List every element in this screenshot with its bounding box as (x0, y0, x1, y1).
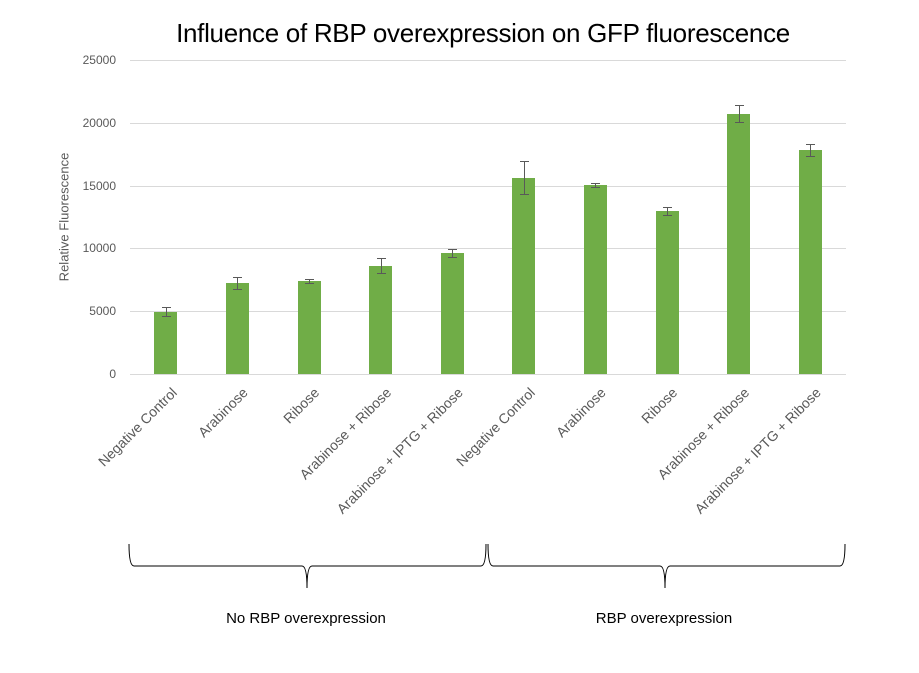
y-tick-label: 25000 (82, 53, 116, 67)
bar (655, 210, 679, 374)
y-tick-label: 5000 (89, 304, 116, 319)
error-bar (380, 258, 382, 274)
bar (154, 311, 178, 374)
gridline (130, 185, 846, 187)
gridline (130, 248, 846, 250)
gridline (130, 311, 846, 313)
gridline (130, 122, 846, 124)
bar (440, 252, 464, 374)
y-tick-label: 15000 (82, 178, 116, 193)
error-bar (738, 105, 740, 123)
error-bar-cap (376, 258, 386, 260)
error-bar-cap (233, 277, 243, 279)
error-bar-cap (233, 288, 243, 290)
bar (798, 149, 822, 374)
bar (369, 265, 393, 374)
gridline (130, 374, 846, 375)
error-bar (237, 277, 239, 289)
error-bar-cap (161, 307, 171, 309)
y-tick-label: 10000 (82, 241, 116, 256)
error-bar-cap (806, 143, 816, 145)
error-bar-cap (734, 122, 744, 124)
group-label-no-rbp: No RBP overexpression (226, 610, 386, 627)
error-bar-cap (305, 278, 314, 280)
bar (727, 113, 751, 374)
error-bar-cap (448, 256, 458, 258)
error-bar (165, 307, 167, 317)
brace-no-rbp (128, 543, 487, 589)
error-bar-cap (663, 214, 672, 216)
y-tick-label: 20000 (82, 115, 116, 130)
brace-rbp (487, 543, 846, 589)
error-bar (667, 207, 668, 215)
error-bar-cap (305, 283, 314, 285)
error-bar-cap (734, 105, 744, 107)
bar (225, 282, 249, 374)
error-bar (309, 278, 310, 284)
error-bar (523, 161, 525, 195)
bar (512, 177, 536, 374)
error-bar-cap (663, 207, 672, 209)
error-bar-cap (519, 194, 529, 196)
bar (297, 280, 321, 374)
error-bar-cap (519, 161, 529, 163)
y-tick-label: 0 (109, 367, 116, 381)
error-bar (810, 143, 812, 156)
error-bar-cap (591, 183, 601, 185)
chart-title: Influence of RBP overexpression on GFP f… (176, 18, 790, 48)
error-bar-cap (376, 273, 386, 275)
bar (583, 184, 607, 374)
gridline (130, 60, 846, 61)
error-bar (452, 249, 454, 257)
error-bar-cap (448, 249, 458, 251)
error-bar (595, 183, 597, 187)
error-bar-cap (591, 186, 601, 188)
group-label-rbp: RBP overexpression (595, 610, 733, 627)
error-bar-cap (806, 155, 816, 157)
error-bar-cap (161, 316, 171, 318)
